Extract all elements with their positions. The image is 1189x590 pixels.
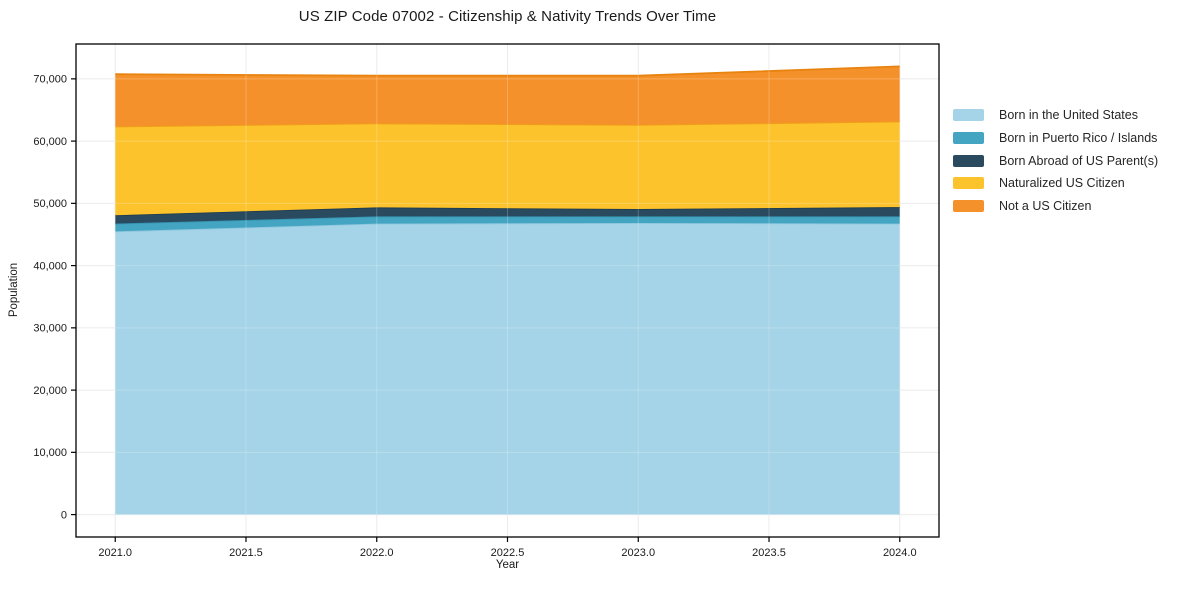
x-tick-label: 2021.0 — [98, 547, 132, 559]
y-tick-label: 20,000 — [33, 385, 67, 397]
y-tick-label: 10,000 — [33, 447, 67, 459]
x-tick-label: 2021.5 — [229, 547, 263, 559]
y-tick-label: 70,000 — [33, 74, 67, 86]
y-tick-label: 30,000 — [33, 323, 67, 335]
chart-title: US ZIP Code 07002 - Citizenship & Nativi… — [298, 8, 717, 25]
x-tick-label: 2023.0 — [621, 547, 655, 559]
y-tick-label: 60,000 — [33, 136, 67, 148]
area-1 — [115, 216, 900, 232]
x-tick-label: 2022.5 — [491, 547, 525, 559]
legend-label: Born Abroad of US Parent(s) — [999, 153, 1159, 168]
legend-label: Born in Puerto Rico / Islands — [999, 130, 1158, 145]
area-2 — [115, 207, 900, 224]
area-0 — [115, 223, 900, 515]
x-axis-label: Year — [495, 559, 520, 571]
x-tick-label: 2024.0 — [883, 547, 917, 559]
legend-item: Born in the United States — [953, 108, 1158, 122]
y-tick-label: 40,000 — [33, 260, 67, 272]
legend-label: Naturalized US Citizen — [999, 176, 1125, 191]
legend-swatch — [953, 177, 984, 190]
legend-swatch — [953, 131, 984, 144]
stacked-areas — [115, 65, 900, 515]
legend-item: Not a US Citizen — [953, 199, 1158, 214]
legend-label: Not a US Citizen — [999, 199, 1092, 214]
legend-swatch — [953, 200, 984, 213]
area-edge-4 — [115, 65, 900, 77]
legend-swatch — [953, 154, 984, 167]
legend-label: Born in the United States — [999, 108, 1138, 122]
legend-item: Naturalized US Citizen — [953, 176, 1158, 191]
axis-ticks: 0 10,000 20,000 30,000 40,000 50,000 60,000 70,… — [33, 74, 916, 559]
legend-item: Born in Puerto Rico / Islands — [953, 130, 1158, 145]
area-3 — [115, 121, 900, 216]
legend-item: Born Abroad of US Parent(s) — [953, 153, 1159, 168]
y-tick-label: 0 — [61, 509, 67, 521]
legend-swatch — [953, 109, 984, 121]
area-4 — [115, 66, 900, 127]
x-tick-label: 2023.5 — [752, 547, 786, 559]
y-tick-label: 50,000 — [33, 198, 67, 210]
legend: Born in the United States Born in Puerto … — [953, 108, 1159, 223]
x-tick-label: 2022.0 — [360, 547, 394, 559]
gridline-overlay — [76, 44, 939, 537]
